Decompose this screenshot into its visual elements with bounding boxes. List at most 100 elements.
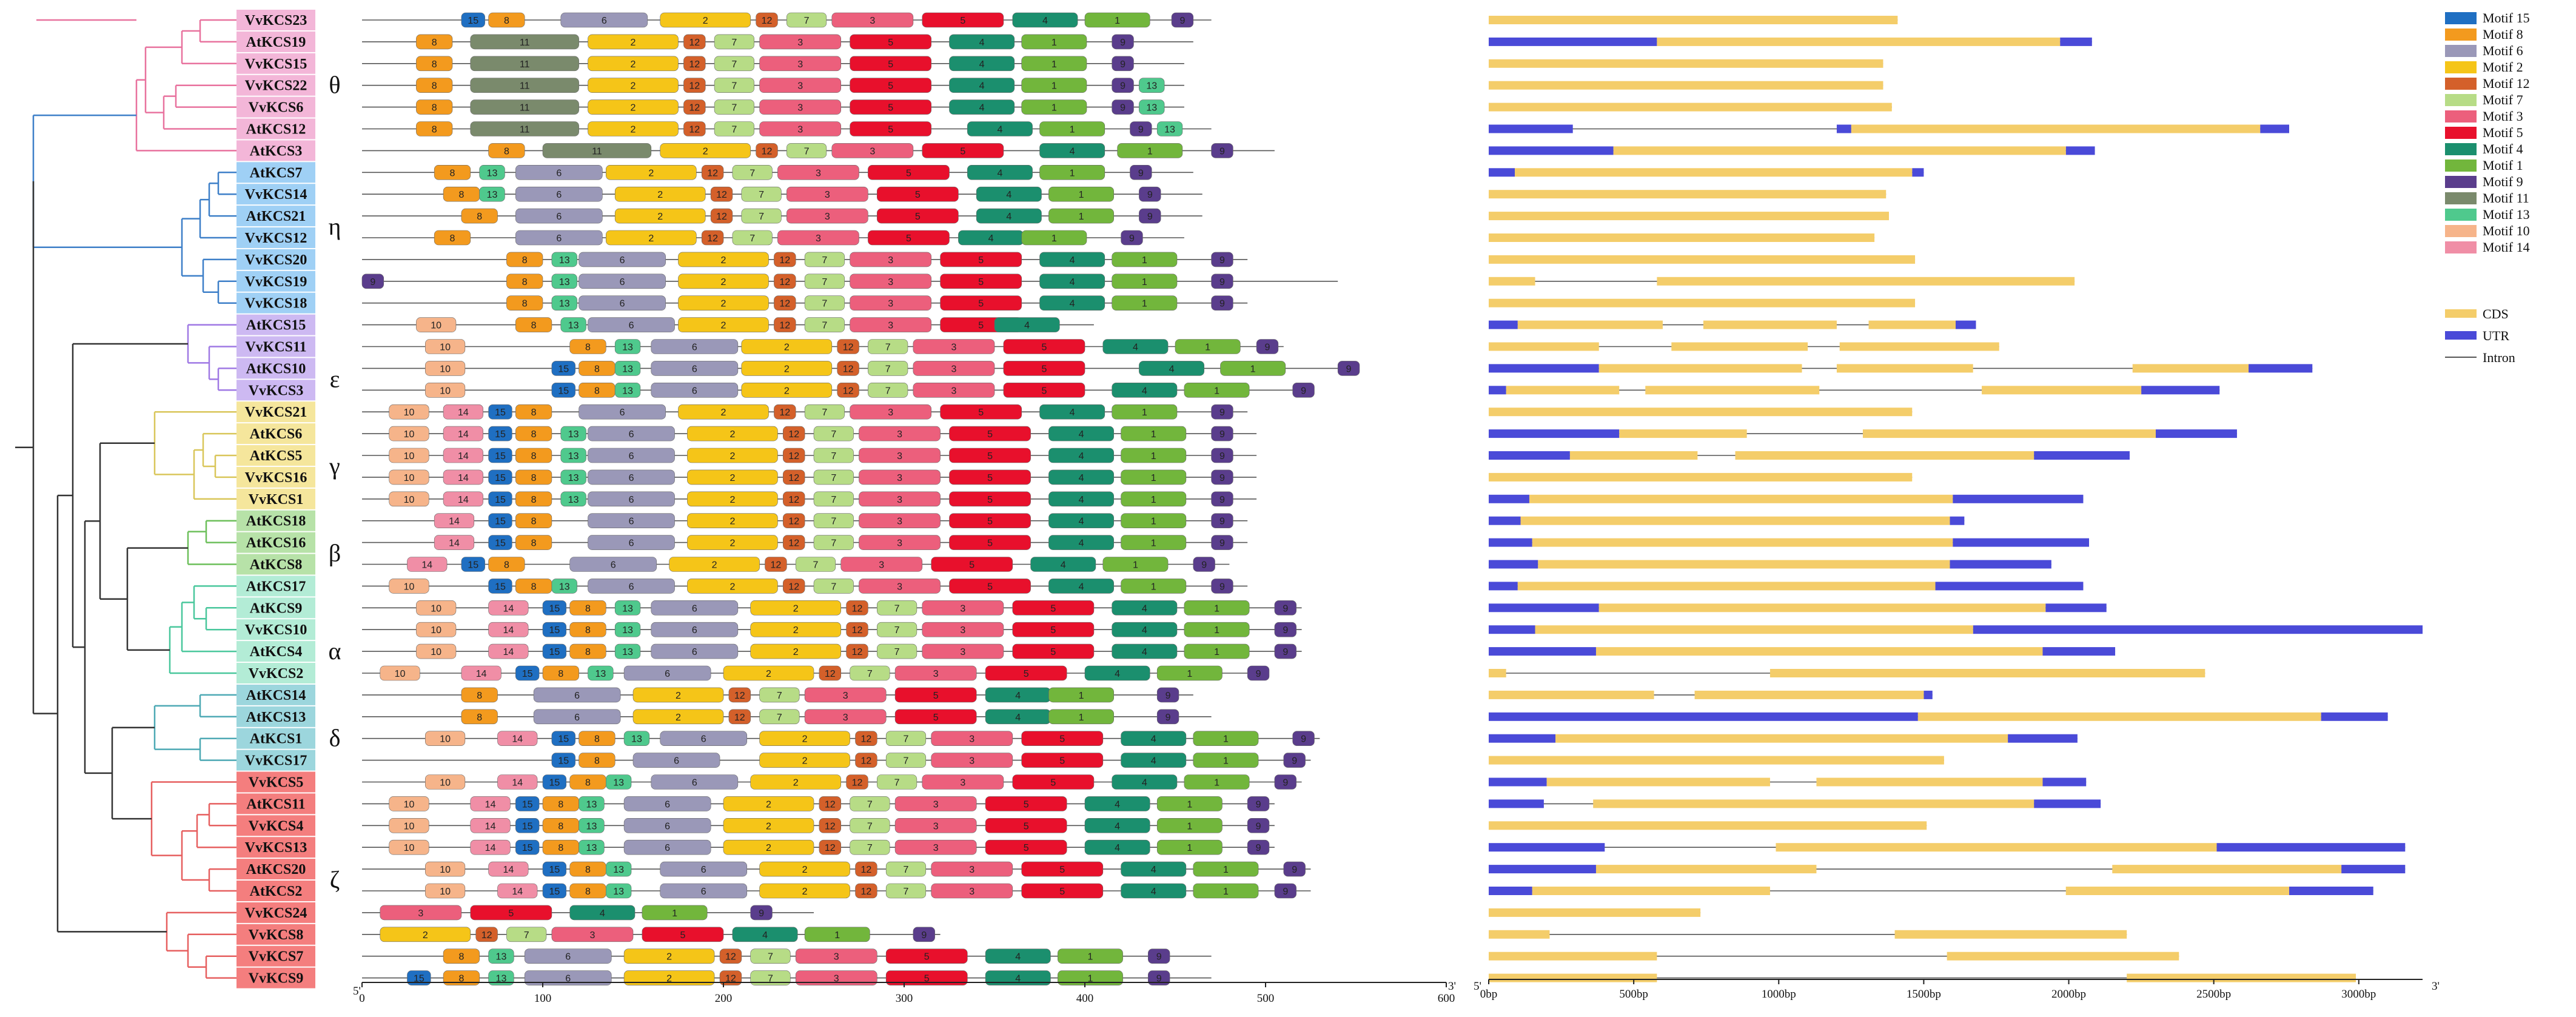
motif-number: 2 [631, 59, 636, 70]
utr-block [2060, 37, 2092, 46]
motif-3 [551, 927, 634, 942]
motif-13 [614, 643, 641, 659]
motif-number: 6 [692, 364, 697, 374]
motif-12 [701, 230, 724, 246]
motif-1 [1048, 208, 1114, 224]
motif-5 [949, 426, 1031, 441]
legend-swatch-motif [2445, 176, 2477, 188]
motif-number: 7 [822, 321, 827, 331]
motif-number: 2 [648, 168, 654, 178]
motif-number: 5 [969, 560, 974, 571]
motif-3 [931, 883, 1013, 899]
utr-block [1489, 777, 1547, 787]
motif-12 [783, 579, 805, 594]
motif-7 [787, 143, 827, 158]
gene-labels: VvKCS23 AtKCS19 VvKCS15 VvKCS22 VvKCS6 AtKCS1… [236, 10, 315, 988]
motif-13 [614, 600, 641, 616]
motif-7 [741, 208, 782, 224]
motif-8 [416, 56, 453, 72]
motif-number: 10 [404, 821, 415, 831]
motif-5 [885, 970, 968, 985]
motif-number: 10 [404, 473, 415, 483]
motif-5 [940, 404, 1022, 420]
cds-block [2132, 364, 2249, 373]
motif-number: 5 [987, 451, 993, 462]
cds-block [1546, 777, 1770, 787]
motif-6 [651, 382, 739, 398]
utr-block [1489, 494, 1529, 503]
motif-number: 7 [750, 168, 755, 178]
motif-number: 5 [1059, 734, 1065, 745]
motif-13 [560, 317, 586, 332]
legend-label-motif: Motif 13 [2483, 207, 2530, 222]
utr-block [1489, 320, 1518, 329]
motif-number: 5 [1050, 647, 1056, 657]
motif-3 [831, 12, 914, 28]
motif-number: 9 [1201, 560, 1207, 571]
motif-number: 4 [1015, 974, 1021, 984]
motif-13 [479, 186, 505, 202]
legend-swatch-motif [2445, 225, 2477, 237]
motif-number: 4 [979, 103, 985, 113]
motif-number: 15 [522, 669, 533, 679]
motif-4 [1039, 295, 1105, 311]
gene-label-bg [236, 881, 315, 901]
motif-number: 13 [622, 386, 633, 396]
motif-number: 2 [423, 930, 428, 941]
motif-6 [515, 208, 603, 224]
cds-block [1532, 538, 1953, 547]
motif-number: 10 [395, 669, 406, 679]
motif-number: 12 [852, 778, 863, 788]
motif-number: 7 [831, 495, 836, 505]
motif-number: 8 [504, 560, 509, 571]
motif-number: 6 [665, 843, 670, 853]
motif-number: 2 [766, 669, 771, 679]
motif-7 [804, 295, 845, 311]
gene-label: VvKCS4 [249, 818, 304, 834]
motif-number: 5 [1024, 669, 1029, 679]
motif-5 [894, 709, 977, 725]
gene-label: VvKCS6 [249, 100, 304, 116]
motif-number: 9 [1283, 778, 1288, 788]
motif-number: 12 [779, 299, 790, 309]
motif-number: 9 [1256, 821, 1261, 831]
motif-number: 3 [960, 603, 965, 614]
motif-12 [774, 404, 796, 420]
utr-block [2042, 647, 2116, 656]
motif-number: 4 [1015, 952, 1021, 962]
gene-label-bg [236, 488, 315, 509]
motif-number: 13 [595, 669, 606, 679]
motif-number: 13 [613, 865, 624, 875]
motif-number: 4 [1151, 887, 1156, 897]
motif-number: 6 [629, 451, 634, 462]
motif-number: 8 [594, 386, 600, 396]
motif-number: 13 [622, 625, 633, 636]
motif-3 [894, 665, 977, 681]
gene-label: VvKCS2 [249, 666, 304, 682]
motif-number: 5 [924, 974, 930, 984]
motif-6 [579, 274, 666, 289]
motif-7 [850, 796, 890, 811]
cds-block [1489, 59, 1883, 68]
gene-label: VvKCS21 [245, 404, 307, 420]
motif-number: 12 [716, 190, 727, 200]
motif-number: 3 [418, 908, 423, 919]
motif-6 [623, 796, 711, 811]
motif-axis-tick-label: 500 [1257, 992, 1275, 1005]
motif-15 [515, 796, 540, 811]
motif-3 [759, 56, 841, 72]
motif-number: 15 [522, 821, 533, 831]
gene-label: VvKCS13 [245, 840, 307, 856]
motif-6 [651, 643, 739, 659]
motif-number: 12 [843, 343, 854, 353]
motif-7 [877, 774, 917, 790]
motif-number: 9 [1120, 81, 1125, 92]
motif-2 [750, 774, 841, 790]
motif-number: 10 [404, 799, 415, 810]
motif-number: 1 [1223, 756, 1229, 767]
motif-number: 12 [725, 974, 736, 984]
gene-label-bg [236, 423, 315, 445]
motif-4 [1048, 448, 1114, 463]
motif-9 [1112, 56, 1134, 72]
motif-number: 3 [933, 843, 939, 853]
